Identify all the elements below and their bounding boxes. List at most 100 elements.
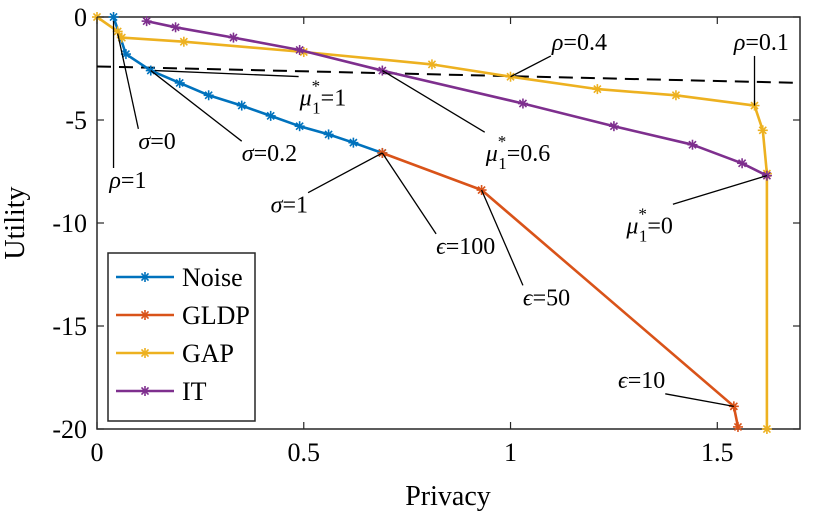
annotation-value: =1 [283, 193, 309, 219]
legend: Noise GLDP GAP IT [107, 252, 256, 422]
y-tick-label: 0 [74, 3, 87, 32]
y-tick-label: -5 [65, 106, 87, 135]
annotation-text: μ* 1=0.6 [485, 132, 551, 173]
annotation-value: =10 [628, 368, 666, 394]
tick-layer: 0 0.5 1 1.5 0 -5 -10 -15 -20 [52, 3, 800, 467]
annotation-value: =0 [647, 213, 673, 239]
annotation-leader-line [665, 393, 734, 407]
annotation: ϵ=10 [618, 368, 734, 407]
annotation-layer: ρ=1σ=0 σ=0.2σ=1μ* 1=1μ* 1=0.6μ* 1=0ρ=0.4 ρ=0.… [108, 21, 789, 407]
series-line-gldp [381, 151, 740, 428]
series-gldp [377, 147, 743, 432]
y-tick-label: -20 [52, 415, 87, 444]
annotation-text: ϵ=10 [618, 368, 665, 394]
annotation-leader-line [154, 69, 299, 78]
annotation-value: =50 [533, 285, 571, 311]
annotation-value: =0.1 [745, 30, 789, 56]
data-point-gap [505, 71, 516, 82]
reference-line-layer [96, 65, 801, 84]
legend-marker-gap [140, 348, 150, 358]
annotation: ϵ=50 [480, 189, 570, 311]
legend-box [107, 252, 256, 422]
legend-marker-gldp [140, 310, 150, 320]
annotation: σ=0 [117, 33, 176, 155]
x-tick-label: 0.5 [288, 438, 321, 467]
annotation-leader-line [117, 33, 139, 129]
annotation-value: =0 [150, 129, 176, 155]
annotation-leader-line [382, 70, 486, 133]
annotation: ρ=0.4 [510, 30, 607, 78]
data-point-it [141, 16, 152, 27]
legend-label-noise: Noise [182, 263, 243, 292]
annotation: μ* 1=1 [154, 69, 347, 118]
y-tick-label: -10 [52, 209, 87, 238]
annotation: ρ=0.1 [733, 30, 789, 106]
annotation: ρ=1 [108, 21, 146, 194]
annotation-symbol: σ [271, 193, 284, 219]
annotation: σ=0.2 [150, 70, 297, 167]
annotation-value: =0.6 [507, 141, 551, 167]
data-point-it [517, 98, 528, 109]
data-point-gap [178, 36, 189, 47]
annotation: ϵ=100 [381, 152, 496, 260]
annotation-symbol: ρ [733, 30, 746, 56]
legend-entry-gap: GAP [116, 339, 234, 368]
annotation-symbol: ϵ [436, 234, 447, 260]
legend-entry-gldp: GLDP [116, 301, 250, 330]
annotation-value: =0.2 [254, 141, 298, 167]
data-point-noise [348, 137, 359, 148]
annotation-subscript: 1 [312, 99, 321, 118]
annotation-text: σ=0 [138, 129, 175, 155]
annotation-superscript: * [638, 204, 647, 223]
data-point-noise [174, 77, 185, 88]
annotation-symbol: μ [625, 213, 638, 239]
legend-entry-it: IT [116, 377, 207, 406]
annotation-text: σ=0.2 [242, 141, 297, 167]
annotation: μ* 1=0.6 [382, 70, 551, 173]
data-point-noise [108, 12, 119, 22]
annotation-text: μ* 1=0 [625, 204, 673, 245]
annotation-superscript: * [498, 132, 507, 151]
data-point-noise [203, 90, 214, 101]
y-tick-label: -15 [52, 312, 87, 341]
data-point-gldp [732, 421, 743, 432]
annotation-leader-line [672, 174, 768, 205]
data-point-gap [670, 90, 681, 101]
annotation-symbol: σ [138, 129, 151, 155]
annotation-value: =100 [446, 234, 496, 260]
annotation-leader-line [480, 189, 524, 286]
legend-marker-noise [140, 272, 150, 282]
annotation-text: μ* 1=1 [299, 77, 347, 118]
reference-dashed-line [96, 65, 801, 84]
legend-entry-noise: Noise [116, 263, 243, 292]
annotation-text: ρ=1 [108, 168, 146, 194]
annotation-text: ϵ=50 [523, 285, 570, 311]
annotation-leader-line [150, 70, 243, 142]
data-point-noise [236, 100, 247, 111]
annotation-symbol: ρ [551, 30, 564, 56]
annotation-subscript: 1 [498, 154, 507, 173]
annotation-symbol: μ [485, 141, 498, 167]
data-point-gap [761, 424, 772, 434]
series-noise [108, 12, 388, 158]
legend-label-gldp: GLDP [182, 301, 250, 330]
data-point-it [294, 44, 305, 55]
data-point-it [170, 22, 181, 33]
annotation-subscript: 1 [639, 226, 648, 245]
annotation-text: ρ=0.1 [733, 30, 789, 56]
x-tick-label: 1 [504, 438, 517, 467]
annotation-value: =0.4 [563, 30, 607, 56]
annotation-text: σ=1 [271, 193, 308, 219]
series-line-it [146, 19, 768, 177]
annotation: σ=1 [271, 152, 383, 219]
data-point-gap [426, 59, 437, 70]
annotation-value: =1 [321, 86, 347, 112]
data-point-gap [757, 125, 768, 136]
annotation-text: ρ=0.4 [551, 30, 607, 56]
data-point-gap [592, 84, 603, 95]
annotation-symbol: μ [299, 86, 312, 112]
annotation-symbol: ϵ [523, 285, 534, 311]
data-point-noise [294, 121, 305, 132]
data-point-noise [323, 129, 334, 140]
annotation-leader-line [381, 152, 437, 235]
